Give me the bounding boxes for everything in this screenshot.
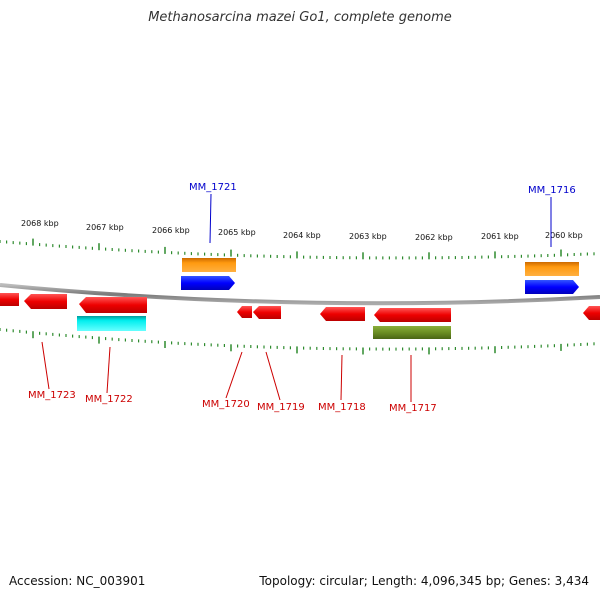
inner-features	[0, 293, 600, 339]
gene-label-mm-1717[interactable]: MM_1717	[389, 403, 437, 414]
gene-arrow[interactable]	[253, 306, 281, 319]
scale-labels: 2068 kbp 2067 kbp 2066 kbp 2065 kbp 2064…	[21, 219, 583, 242]
scale-label: 2061 kbp	[481, 232, 519, 241]
scale-ticks-outer	[0, 238, 595, 260]
gene-arrow[interactable]	[374, 308, 451, 322]
scale-label: 2066 kbp	[152, 226, 190, 235]
scale-label: 2068 kbp	[21, 219, 59, 228]
gene-label-mm-1719[interactable]: MM_1719	[257, 402, 305, 413]
scale-ticks-inner	[0, 328, 595, 355]
gene-label-mm-1716[interactable]: MM_1716	[528, 185, 576, 196]
cds-orange-feature[interactable]	[525, 262, 579, 276]
cds-blue-feature[interactable]	[525, 280, 579, 294]
scale-label: 2063 kbp	[349, 232, 387, 241]
gene-arrow[interactable]	[320, 307, 365, 321]
cds-orange-feature[interactable]	[182, 258, 236, 272]
outer-features	[181, 258, 579, 294]
scale-label: 2062 kbp	[415, 233, 453, 242]
map-title: Methanosarcina mazei Go1, complete genom…	[148, 10, 452, 25]
scale-label: 2060 kbp	[545, 231, 583, 240]
cds-blue-feature[interactable]	[181, 276, 235, 290]
cds-olive-feature[interactable]	[373, 326, 451, 339]
genome-backbone	[0, 283, 600, 306]
gene-arrow[interactable]	[79, 297, 147, 313]
gene-arrow[interactable]	[0, 293, 19, 306]
scale-label: 2067 kbp	[86, 223, 124, 232]
accession-text: Accession: NC_003901	[9, 574, 146, 588]
scale-label: 2065 kbp	[218, 228, 256, 237]
scale-label: 2064 kbp	[283, 231, 321, 240]
gene-arrow[interactable]	[583, 306, 600, 320]
gene-label-mm-1721[interactable]: MM_1721	[189, 182, 237, 193]
gene-label-mm-1720[interactable]: MM_1720	[202, 399, 250, 410]
gene-label-mm-1718[interactable]: MM_1718	[318, 402, 366, 413]
genome-summary-text: Topology: circular; Length: 4,096,345 bp…	[259, 574, 589, 588]
label-leaders	[41, 193, 552, 402]
gene-label-mm-1722[interactable]: MM_1722	[85, 394, 133, 405]
gene-arrow[interactable]	[237, 306, 252, 318]
gene-labels: MM_1721 MM_1716 MM_1723 MM_1722 MM_1720 …	[28, 182, 576, 414]
gene-label-mm-1723[interactable]: MM_1723	[28, 390, 76, 401]
gene-arrow[interactable]	[24, 294, 67, 309]
cds-cyan-feature[interactable]	[77, 316, 146, 331]
